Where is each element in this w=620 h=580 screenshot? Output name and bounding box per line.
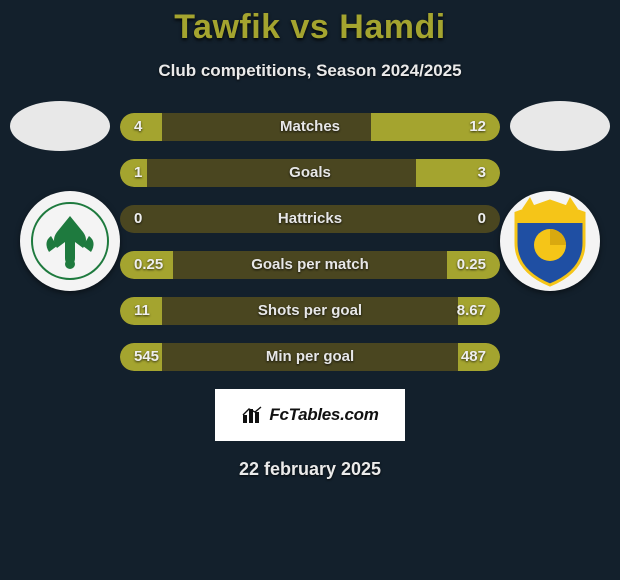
stat-row: 118.67Shots per goal (120, 297, 500, 325)
page-title: Tawfik vs Hamdi (0, 0, 620, 47)
stat-label: Shots per goal (120, 297, 500, 325)
stat-row: 412Matches (120, 113, 500, 141)
eagle-icon (31, 202, 109, 280)
shield-icon (500, 191, 600, 291)
stat-label: Min per goal (120, 343, 500, 371)
subtitle: Club competitions, Season 2024/2025 (0, 61, 620, 81)
club-badge-left (20, 191, 120, 291)
brand-box: FcTables.com (215, 389, 405, 441)
player-photo-right (510, 101, 610, 151)
stat-label: Goals per match (120, 251, 500, 279)
brand-text: FcTables.com (269, 405, 378, 425)
stats-rows: 412Matches 13Goals 00Hattricks 0.250.25Goal… (120, 113, 500, 371)
stat-label: Matches (120, 113, 500, 141)
bar-chart-icon (241, 405, 263, 425)
stat-label: Goals (120, 159, 500, 187)
date-text: 22 february 2025 (0, 459, 620, 480)
stat-row: 00Hattricks (120, 205, 500, 233)
comparison-area: 412Matches 13Goals 00Hattricks 0.250.25Goal… (0, 113, 620, 480)
stat-label: Hattricks (120, 205, 500, 233)
stat-row: 13Goals (120, 159, 500, 187)
player-photo-left (10, 101, 110, 151)
stat-row: 545487Min per goal (120, 343, 500, 371)
club-badge-right (500, 191, 600, 291)
stat-row: 0.250.25Goals per match (120, 251, 500, 279)
